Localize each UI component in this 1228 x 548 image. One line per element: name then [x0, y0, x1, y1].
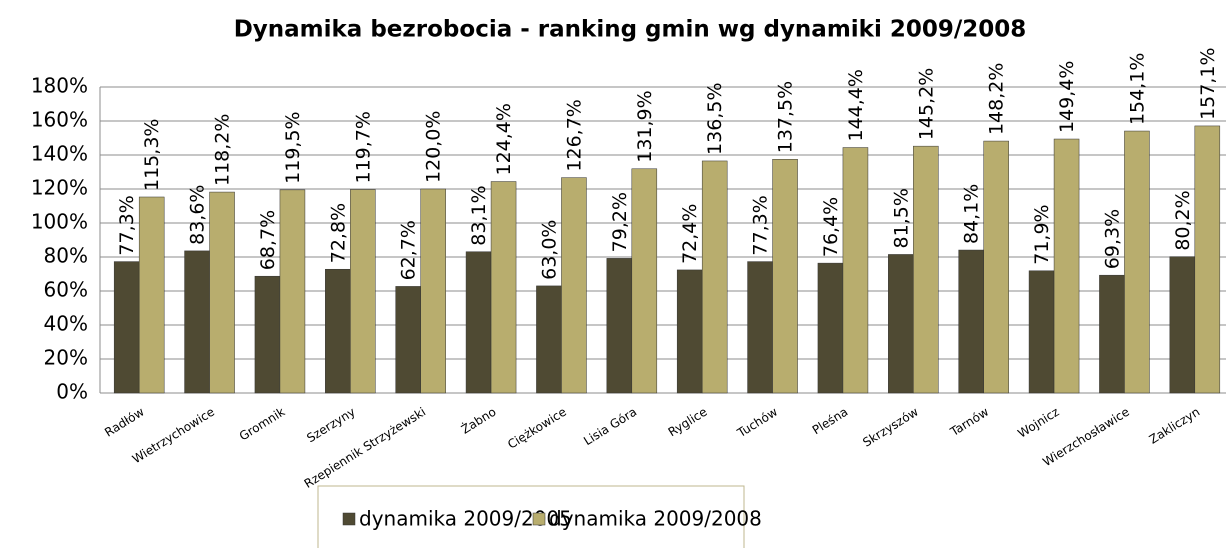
x-tick-label: Żabno	[458, 404, 498, 437]
value-label: 144,4%	[845, 69, 867, 141]
x-tick-label: Szerzyny	[304, 405, 358, 446]
bar	[701, 160, 728, 394]
x-tick-label: Zakliczyn	[1147, 405, 1203, 447]
value-label: 69,3%	[1101, 209, 1123, 269]
bar	[138, 196, 165, 394]
x-tick-label: Skrzyszów	[860, 405, 921, 450]
y-tick-label: 120%	[31, 176, 88, 200]
y-tick-label: 140%	[31, 142, 88, 166]
value-label: 79,2%	[609, 192, 631, 252]
value-label: 149,4%	[1056, 61, 1078, 133]
value-label: 77,3%	[116, 195, 138, 255]
bar	[184, 250, 210, 394]
bar	[631, 168, 658, 394]
value-label: 72,8%	[327, 203, 349, 263]
x-tick-label: Wojnicz	[1015, 405, 1061, 441]
bar	[842, 147, 869, 394]
bar	[325, 268, 351, 394]
bar	[209, 191, 235, 394]
bar	[1099, 274, 1125, 394]
value-label: 131,9%	[634, 90, 656, 162]
bar	[561, 177, 587, 394]
value-label: 63,0%	[538, 220, 560, 280]
x-tick-label: Pleśna	[810, 405, 851, 438]
bar	[958, 249, 984, 394]
value-label: 81,5%	[890, 188, 912, 248]
value-label: 119,5%	[282, 111, 304, 183]
value-label: 62,7%	[398, 220, 420, 280]
bar	[465, 251, 492, 394]
bar	[1053, 138, 1080, 394]
x-tick-label: Tuchów	[734, 405, 780, 441]
x-tick-label: Tarnów	[947, 405, 991, 440]
value-label: 80,2%	[1172, 190, 1194, 250]
y-tick-label: 180%	[31, 74, 88, 98]
bar	[888, 254, 914, 394]
value-label: 118,2%	[212, 114, 234, 186]
chart-title: Dynamika bezrobocia - ranking gmin wg dy…	[234, 17, 1027, 43]
bar	[676, 269, 703, 394]
x-tick-label: Radłów	[102, 405, 147, 440]
x-tick-label: Ryglice	[666, 405, 710, 440]
value-label: 83,1%	[468, 185, 490, 245]
value-label: 154,1%	[1126, 53, 1148, 125]
value-label: 76,4%	[820, 197, 842, 257]
value-label: 115,3%	[141, 119, 163, 191]
y-tick-label: 100%	[31, 210, 88, 234]
bar	[420, 188, 446, 394]
y-tick-label: 160%	[31, 108, 88, 132]
y-tick-label: 20%	[44, 346, 88, 370]
legend-label: dynamika 2009/2008	[549, 507, 762, 531]
bar	[490, 181, 517, 394]
bar	[1028, 270, 1055, 394]
y-tick-label: 60%	[44, 278, 88, 302]
bar	[983, 140, 1009, 394]
bar	[350, 189, 376, 394]
bar	[279, 189, 306, 394]
bar	[536, 285, 562, 394]
value-label: 124,4%	[493, 103, 515, 175]
bar	[606, 258, 633, 394]
value-label: 120,0%	[423, 111, 445, 183]
legend-swatch	[342, 512, 356, 526]
bar	[913, 145, 939, 394]
value-label: 157,1%	[1197, 47, 1219, 119]
y-tick-label: 80%	[44, 244, 88, 268]
bar	[817, 262, 844, 394]
bar	[113, 261, 140, 394]
bar	[1124, 130, 1150, 394]
legend-swatch	[532, 512, 546, 526]
x-tick-label: Gromnik	[237, 405, 288, 444]
bar	[747, 261, 773, 394]
value-label: 72,4%	[679, 204, 701, 264]
x-tick-label: Lisia Góra	[581, 405, 639, 449]
bar	[1194, 125, 1221, 394]
value-label: 71,9%	[1031, 204, 1053, 264]
y-tick-label: 0%	[56, 380, 88, 404]
value-label: 148,2%	[986, 63, 1008, 135]
value-label: 84,1%	[961, 184, 983, 244]
y-tick-label: 40%	[44, 312, 88, 336]
bar	[772, 159, 798, 394]
value-label: 126,7%	[563, 99, 585, 171]
bar	[1169, 256, 1196, 394]
x-tick-label: Rzepiennik Strzyżewski	[302, 405, 428, 491]
value-label: 77,3%	[750, 195, 772, 255]
value-label: 83,6%	[187, 185, 209, 245]
value-label: 68,7%	[257, 210, 279, 270]
value-label: 137,5%	[775, 81, 797, 153]
value-label: 145,2%	[915, 68, 937, 140]
value-label: 136,5%	[704, 82, 726, 154]
bar	[395, 286, 421, 394]
value-label: 119,7%	[352, 111, 374, 183]
legend-box	[317, 485, 745, 548]
bar	[254, 275, 281, 394]
x-tick-label: Ciężkowice	[505, 405, 569, 452]
